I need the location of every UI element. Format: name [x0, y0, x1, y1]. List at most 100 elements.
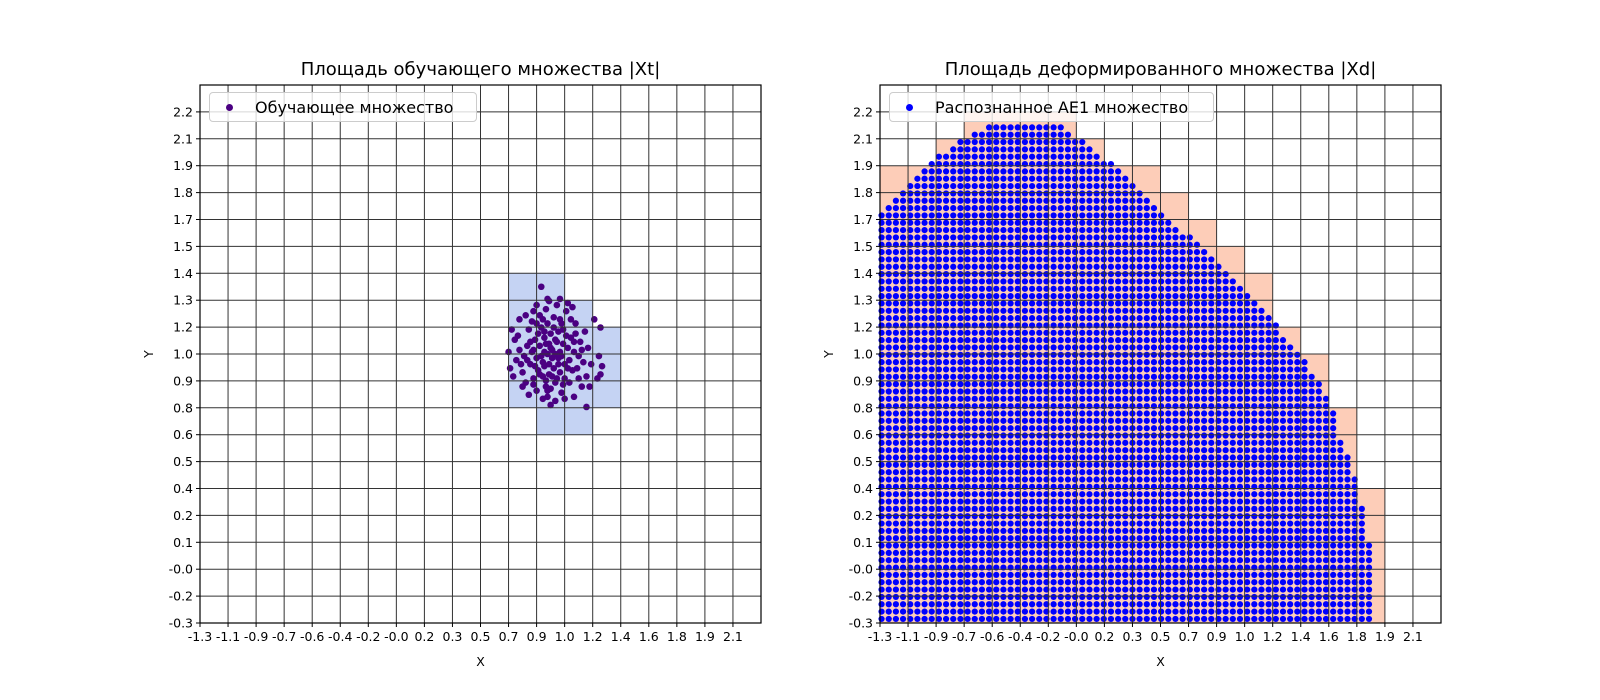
data-point: [566, 356, 573, 364]
data-point: [1107, 300, 1115, 307]
data-point: [907, 557, 914, 564]
data-point: [1165, 571, 1172, 579]
data-point: [1000, 300, 1007, 307]
data-point: [1036, 520, 1043, 527]
data-point: [1000, 520, 1007, 527]
data-point: [1150, 293, 1158, 300]
data-point: [1057, 293, 1064, 300]
data-point: [950, 439, 957, 446]
data-point: [1014, 249, 1021, 256]
data-point: [1100, 168, 1107, 175]
data-point: [1258, 601, 1265, 608]
data-point: [1072, 373, 1079, 380]
x-tick-label: -0.6: [980, 629, 1004, 644]
data-point: [950, 285, 957, 292]
data-point: [971, 579, 978, 586]
data-point: [928, 234, 935, 241]
data-point: [1287, 527, 1294, 534]
data-point: [1272, 344, 1279, 351]
data-point: [1093, 520, 1100, 527]
data-point: [993, 315, 1000, 322]
data-point: [935, 359, 943, 366]
data-point: [1000, 498, 1007, 505]
data-point: [1150, 300, 1158, 307]
data-point: [1294, 608, 1301, 615]
data-point: [1014, 491, 1021, 498]
data-point: [1036, 454, 1043, 461]
data-point: [1050, 285, 1057, 292]
data-point: [1287, 542, 1294, 549]
data-point: [1143, 234, 1150, 241]
data-point: [1107, 168, 1115, 175]
data-point: [1229, 300, 1236, 307]
data-point: [935, 329, 943, 336]
data-point: [1028, 513, 1036, 520]
data-point: [914, 271, 921, 278]
data-point: [1301, 535, 1308, 542]
data-point: [1107, 337, 1115, 344]
data-point: [899, 601, 907, 608]
legend-training: Обучающее множество: [209, 92, 477, 122]
data-point: [1079, 351, 1086, 358]
data-point: [1057, 337, 1064, 344]
data-point: [1258, 461, 1265, 468]
data-point: [1301, 527, 1308, 534]
data-point: [899, 454, 907, 461]
data-point: [993, 549, 1000, 556]
data-point: [1186, 271, 1193, 278]
data-point: [550, 364, 558, 372]
data-point: [942, 153, 950, 160]
data-point: [1172, 579, 1179, 586]
data-point: [985, 564, 993, 571]
data-point: [1287, 395, 1294, 402]
data-point: [1186, 359, 1193, 366]
data-point: [1021, 586, 1029, 593]
data-point: [935, 212, 943, 219]
data-point: [935, 190, 943, 197]
data-point: [1028, 219, 1036, 226]
data-point: [1115, 439, 1122, 446]
data-point: [899, 381, 907, 388]
data-point: [878, 315, 885, 322]
data-point: [914, 513, 921, 520]
data-point: [914, 307, 921, 314]
data-point: [1150, 322, 1158, 329]
data-point: [1086, 432, 1093, 439]
data-point: [1172, 403, 1179, 410]
data-point: [1179, 315, 1186, 322]
data-point: [1330, 491, 1337, 498]
y-tick-label: -0.0: [169, 562, 193, 577]
data-point: [1000, 476, 1007, 483]
data-point: [1007, 160, 1014, 168]
data-point: [1007, 249, 1014, 256]
data-point: [928, 615, 935, 623]
data-point: [1150, 513, 1158, 520]
data-point: [1150, 447, 1158, 454]
data-point: [1229, 557, 1236, 564]
data-point: [935, 549, 943, 556]
data-point: [1258, 608, 1265, 615]
data-point: [1229, 307, 1236, 314]
data-point: [1072, 425, 1079, 432]
data-point: [1229, 608, 1236, 615]
data-point: [1000, 491, 1007, 498]
data-point: [1208, 571, 1215, 579]
data-point: [1086, 300, 1093, 307]
data-point: [985, 615, 993, 623]
data-point: [950, 315, 957, 322]
data-point: [1294, 454, 1301, 461]
data-point: [1007, 447, 1014, 454]
data-point: [1122, 366, 1129, 373]
data-point: [1236, 469, 1244, 476]
data-point: [1193, 615, 1201, 623]
data-point: [1265, 535, 1272, 542]
data-point: [885, 381, 892, 388]
data-point: [1265, 359, 1272, 366]
data-point: [1301, 520, 1308, 527]
data-point: [1107, 219, 1115, 226]
data-point: [1086, 263, 1093, 270]
data-point: [964, 234, 971, 241]
data-point: [1143, 300, 1150, 307]
data-point: [1222, 271, 1229, 278]
data-point: [878, 425, 885, 432]
